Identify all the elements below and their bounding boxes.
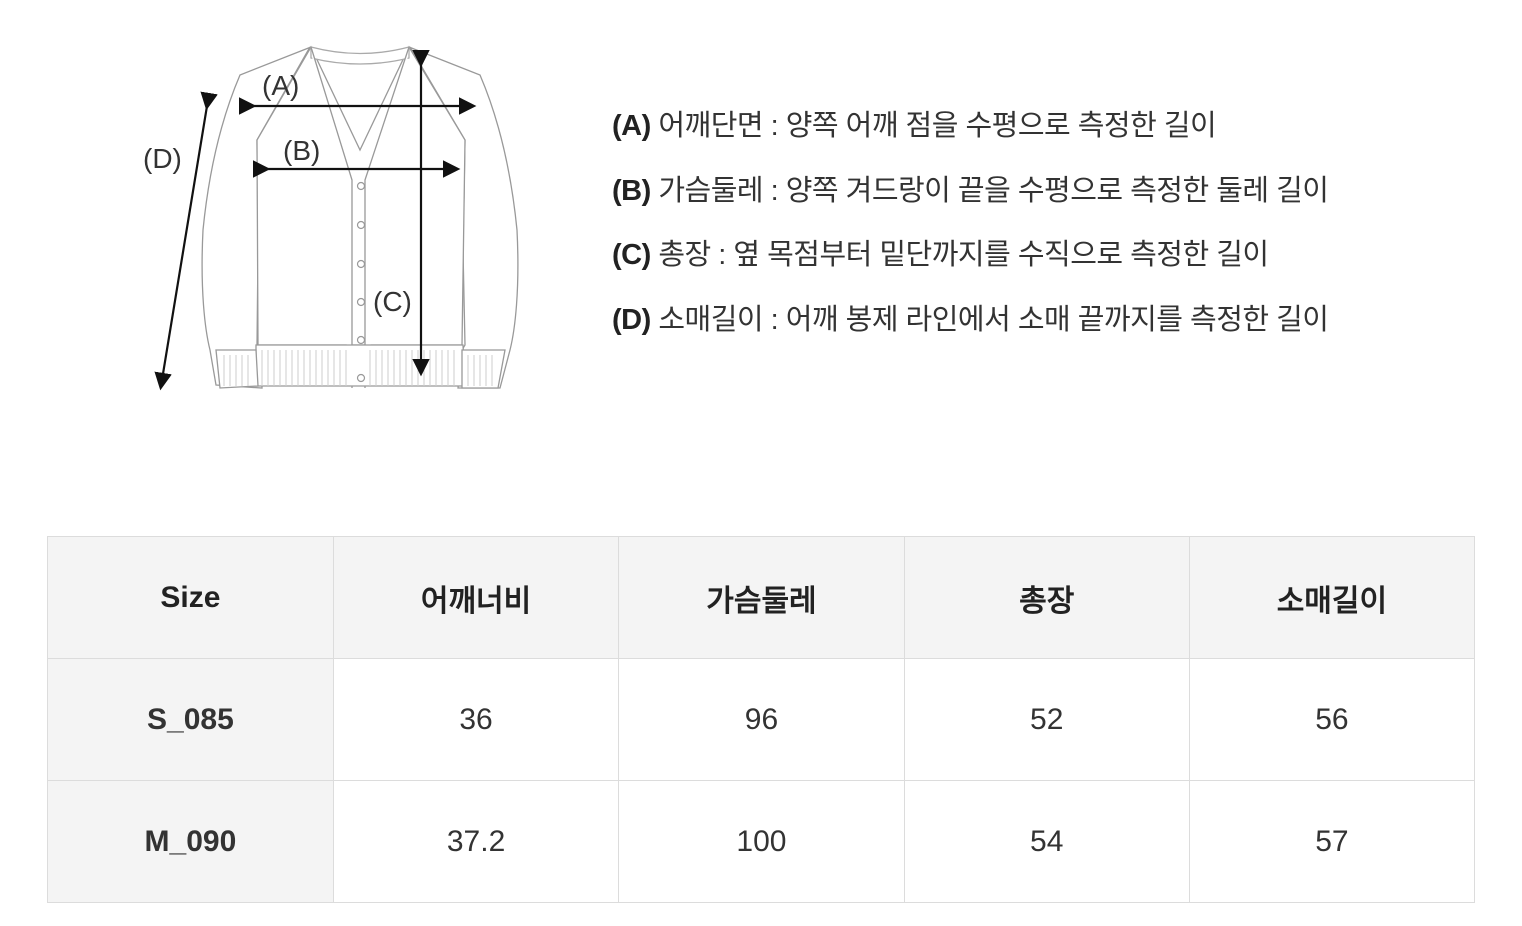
label-d: (D) <box>143 143 182 174</box>
label-a: (A) <box>262 70 299 101</box>
length-cell: 52 <box>903 658 1190 781</box>
header-length: 총장 <box>903 536 1190 659</box>
header-sleeve: 소매길이 <box>1188 536 1476 659</box>
size-cell: S_085 <box>47 658 334 781</box>
description-a: (A) 어깨단면 : 양쪽 어깨 점을 수평으로 측정한 길이 <box>612 110 1217 142</box>
size-table: Size 어깨너비 가슴둘레 총장 소매길이 S_085 36 96 52 56… <box>47 536 1476 903</box>
description-b: (B) 가슴둘레 : 양쪽 겨드랑이 끝을 수평으로 측정한 둘레 길이 <box>612 174 1329 207</box>
length-cell: 54 <box>903 780 1190 903</box>
size-cell: M_090 <box>47 780 334 903</box>
chest-cell: 96 <box>618 658 905 781</box>
description-d: (D) 소매길이 : 어깨 봉제 라인에서 소매 끝까지를 측정한 길이 <box>612 303 1329 336</box>
label-b: (B) <box>283 135 320 166</box>
shoulder-cell: 36 <box>332 658 620 781</box>
measurement-descriptions: (A) 어깨단면 : 양쪽 어깨 점을 수평으로 측정한 길이 (B) 가슴둘레… <box>612 102 1329 360</box>
arrow-d <box>154 91 218 391</box>
table-row: S_085 36 96 52 56 <box>47 658 1476 781</box>
header-chest: 가슴둘레 <box>618 536 905 659</box>
cardigan-measurement-diagram: (A) (B) (C) (D) <box>143 45 519 391</box>
label-c: (C) <box>373 286 412 317</box>
description-c: (C) 총장 : 옆 목점부터 밑단까지를 수직으로 측정한 길이 <box>612 239 1269 271</box>
header-size: Size <box>47 536 334 659</box>
sleeve-cell: 56 <box>1188 658 1476 781</box>
buttons <box>356 181 366 383</box>
table-row: M_090 37.2 100 54 57 <box>47 780 1476 903</box>
header-shoulder: 어깨너비 <box>332 536 620 659</box>
shoulder-cell: 37.2 <box>332 780 620 903</box>
sleeve-cell: 57 <box>1188 780 1476 903</box>
table-header-row: Size 어깨너비 가슴둘레 총장 소매길이 <box>47 536 1476 659</box>
chest-cell: 100 <box>618 780 905 903</box>
